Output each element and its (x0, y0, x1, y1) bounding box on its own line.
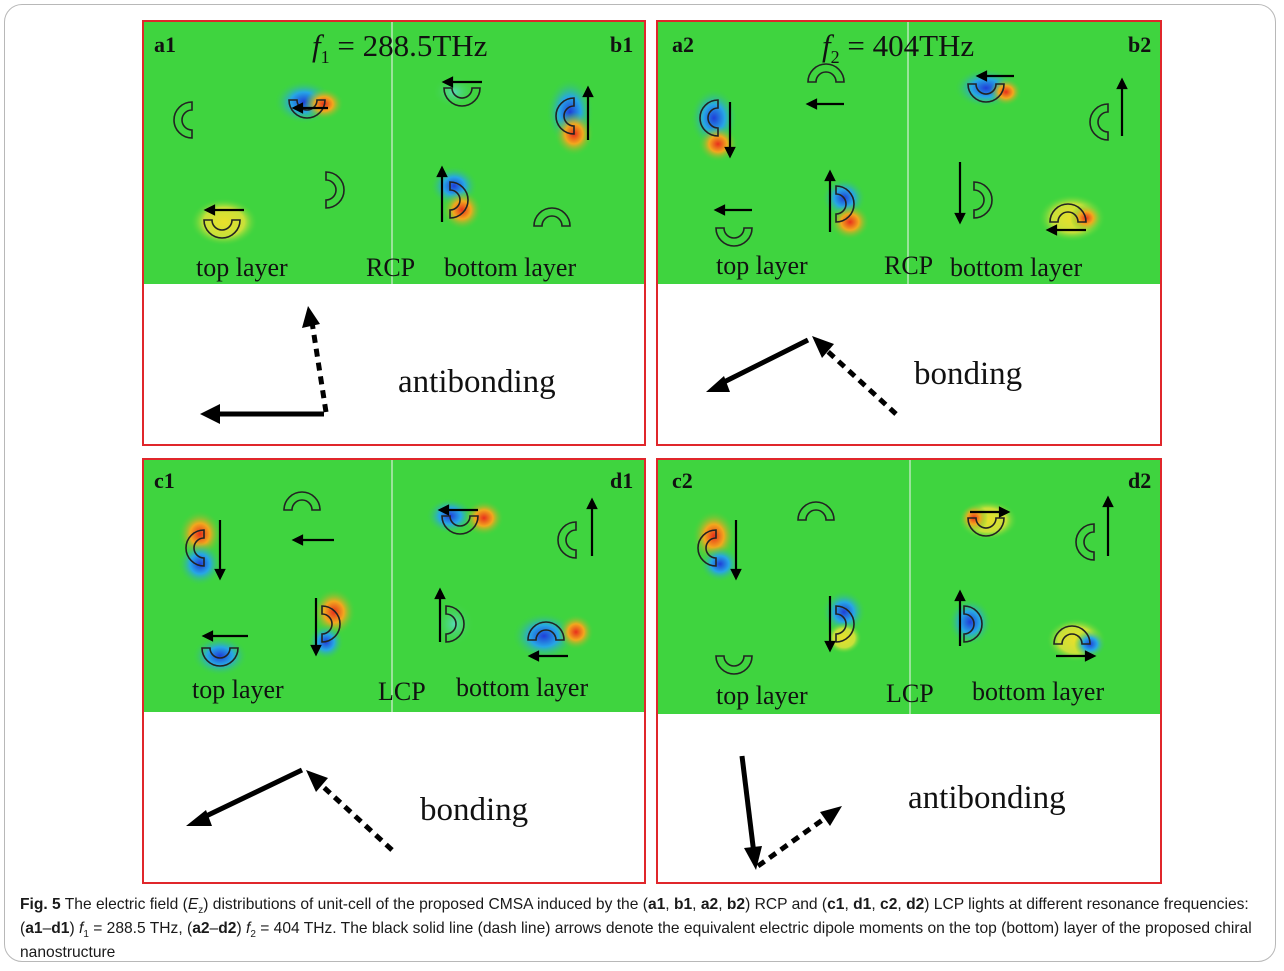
resonator (173, 101, 193, 139)
resonator (283, 491, 321, 511)
dipole-arrows (713, 70, 1128, 236)
panel-a1-b1: a1 b1 f1 = 288.5THz top layer RCP bottom… (142, 20, 646, 446)
coupling-mode-label: bonding (420, 792, 528, 828)
resonator (1075, 523, 1095, 561)
subpanel-label-right: b1 (610, 32, 633, 57)
resonator (441, 515, 479, 535)
frequency-label: f1 = 288.5THz (312, 28, 487, 67)
panel-c1-d1-graphic: c1 d1 top layer LCP bottom layer bonding (144, 460, 644, 852)
field-map (658, 460, 1160, 714)
resonator (697, 529, 717, 567)
resonator (557, 521, 577, 559)
subpanel-label-left: a1 (154, 32, 176, 57)
figure-label: Fig. 5 (20, 896, 61, 913)
coupling-mode-label: antibonding (908, 780, 1066, 816)
resonator (449, 181, 469, 219)
resonator (1053, 625, 1091, 645)
layer-label-left: top layer (192, 675, 284, 704)
panel-a2-b2: a2 b2 f2 = 404THz top layer RCP bottom l… (656, 20, 1162, 446)
subpanel-label-left: c2 (672, 468, 693, 493)
subpanel-label-right: d1 (610, 468, 633, 493)
resonator (715, 227, 753, 247)
resonator (967, 517, 1005, 537)
resonator (967, 83, 1005, 103)
dipole-vector-diagram (706, 336, 898, 416)
dipole-arrows (201, 497, 598, 662)
layer-label-left: top layer (716, 251, 808, 280)
dipole-arrows (203, 76, 594, 222)
resonator (797, 501, 835, 521)
panel-a2-b2-graphic: a2 b2 f2 = 404THz top layer RCP bottom l… (658, 22, 1160, 416)
resonator (201, 647, 239, 667)
dipole-vector-diagram (200, 306, 329, 424)
panel-c2-d2-graphic: c2 d2 top layer LCP bottom layer antibon… (658, 460, 1160, 870)
dipole-vector-diagram (739, 755, 842, 870)
panel-c1-d1: c1 d1 top layer LCP bottom layer bonding (142, 458, 646, 884)
dipole-arrows (730, 495, 1114, 662)
layer-label-right: bottom layer (456, 673, 588, 702)
subpanel-label-left: a2 (672, 32, 694, 57)
subpanel-label-right: b2 (1128, 32, 1151, 57)
resonator (325, 171, 345, 209)
layer-label-left: top layer (716, 681, 808, 710)
resonator (1049, 203, 1087, 223)
resonator (555, 97, 575, 135)
coupling-mode-label: antibonding (398, 364, 556, 400)
resonator (321, 605, 341, 643)
subpanel-label-left: c1 (154, 468, 175, 493)
layer-label-right: bottom layer (444, 253, 576, 282)
resonator (185, 529, 205, 567)
figure-caption: Fig. 5 The electric field (Ez) distribut… (20, 896, 1252, 961)
layer-label-right: bottom layer (972, 677, 1104, 706)
layer-label-left: top layer (196, 253, 288, 282)
resonator (835, 605, 855, 643)
polarization-label: LCP (886, 679, 934, 708)
frequency-label: f2 = 404THz (822, 28, 974, 67)
subpanel-label-right: d2 (1128, 468, 1151, 493)
resonator (443, 87, 481, 107)
resonator (533, 207, 571, 227)
resonator (807, 63, 845, 83)
coupling-mode-label: bonding (914, 356, 1022, 392)
resonator (203, 219, 241, 239)
resonator (973, 181, 993, 219)
resonator (715, 655, 753, 675)
polarization-label: LCP (378, 677, 426, 706)
resonator (445, 605, 465, 643)
layer-label-right: bottom layer (950, 253, 1082, 282)
resonator (527, 621, 565, 641)
resonator (1089, 103, 1109, 141)
panel-c2-d2: c2 d2 top layer LCP bottom layer antibon… (656, 458, 1162, 884)
resonator (699, 99, 719, 137)
polarization-label: RCP (884, 251, 933, 280)
panel-a1-b1-graphic: a1 b1 f1 = 288.5THz top layer RCP bottom… (144, 22, 644, 424)
dipole-vector-diagram (186, 767, 394, 852)
resonator (963, 605, 983, 643)
polarization-label: RCP (366, 253, 415, 282)
resonator (835, 185, 855, 223)
